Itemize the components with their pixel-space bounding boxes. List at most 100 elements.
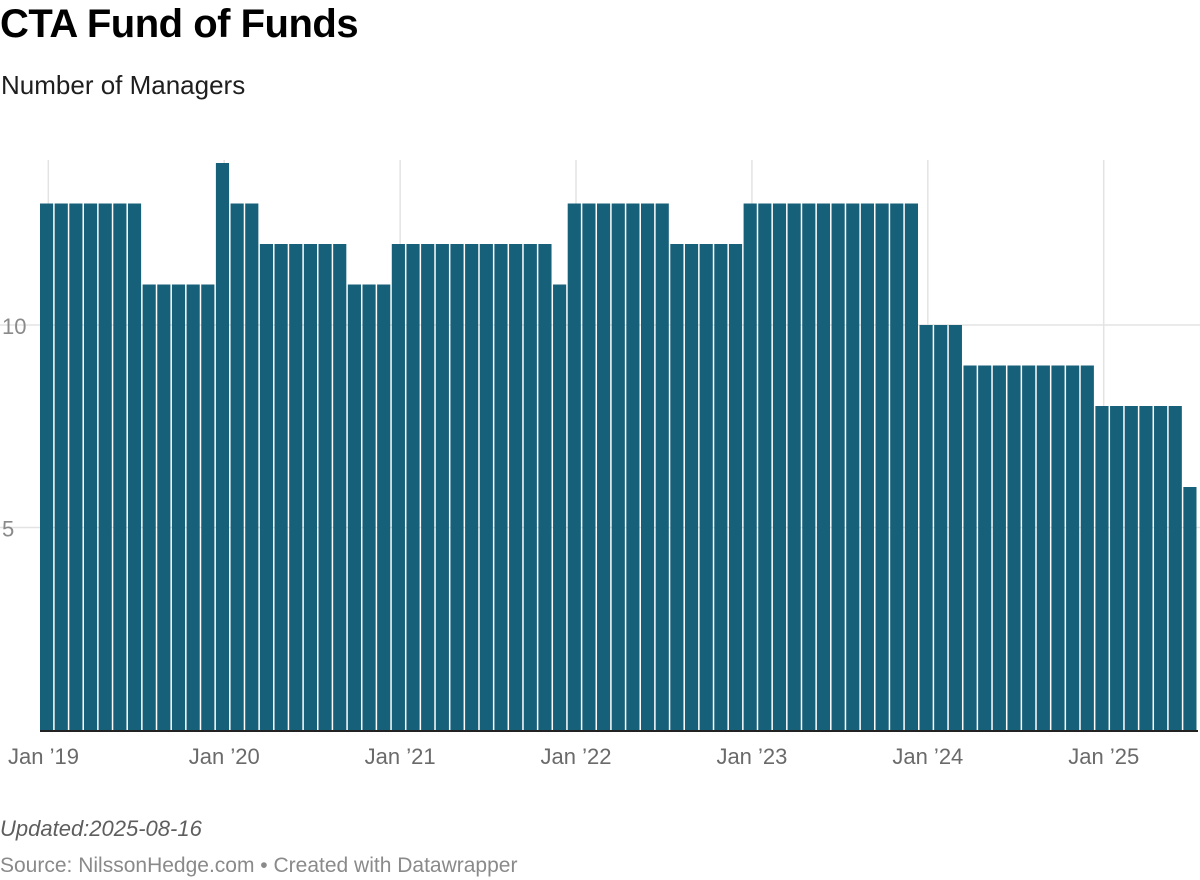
bar[interactable] [69, 203, 83, 731]
source-line: Source: NilssonHedge.com • Created with … [0, 854, 517, 878]
x-tick-label: Jan ’23 [716, 744, 787, 769]
bar[interactable] [333, 244, 347, 730]
bar[interactable] [670, 244, 684, 730]
bar[interactable] [406, 244, 420, 730]
bars [40, 163, 1197, 730]
bar[interactable] [377, 284, 391, 731]
credit-text: Created with Datawrapper [273, 854, 518, 877]
bar-chart: 510 Jan ’19 Jan ’20 Jan ’21 Jan ’22 Jan ’23 J… [0, 160, 1200, 769]
bar[interactable] [479, 244, 493, 730]
x-tick-label: Jan ’24 [892, 744, 963, 769]
bar[interactable] [684, 244, 699, 730]
bar[interactable] [714, 244, 728, 730]
source-prefix: Source: [0, 854, 79, 877]
bar[interactable] [465, 244, 479, 730]
bar[interactable] [1022, 365, 1036, 731]
bar[interactable] [992, 365, 1006, 731]
y-tick-label: 10 [2, 314, 26, 339]
bar[interactable] [567, 203, 581, 731]
bar[interactable] [655, 203, 669, 731]
bar[interactable] [860, 203, 875, 731]
bar[interactable] [875, 203, 889, 731]
bar[interactable] [245, 203, 259, 731]
bar[interactable] [201, 284, 215, 731]
x-tick-labels: Jan ’19 Jan ’20 Jan ’21 Jan ’22 Jan ’23 Jan ’… [8, 744, 1139, 769]
updated-note: Updated:2025-08-16 [0, 816, 202, 841]
bar[interactable] [347, 284, 361, 731]
bar[interactable] [421, 244, 435, 730]
bar[interactable] [978, 365, 992, 731]
bar[interactable] [919, 325, 933, 730]
bar[interactable] [787, 203, 801, 731]
bar[interactable] [890, 203, 904, 731]
bar[interactable] [362, 284, 376, 731]
bar[interactable] [127, 203, 142, 731]
source-separator: • [254, 854, 274, 877]
bar[interactable] [171, 284, 186, 731]
bar[interactable] [904, 203, 918, 731]
source-link[interactable]: NilssonHedge.com [78, 854, 255, 877]
x-tick-label: Jan ’22 [541, 744, 612, 769]
bar[interactable] [1095, 406, 1109, 730]
chart-title: CTA Fund of Funds [0, 2, 359, 46]
bar[interactable] [186, 284, 200, 731]
bar[interactable] [611, 203, 625, 731]
bar[interactable] [54, 203, 68, 731]
bar[interactable] [948, 325, 962, 730]
bar[interactable] [391, 244, 405, 730]
bar[interactable] [1168, 406, 1182, 730]
bar[interactable] [597, 203, 611, 731]
bar[interactable] [318, 244, 332, 730]
bar[interactable] [450, 244, 464, 730]
bar[interactable] [274, 244, 288, 730]
x-tick-label: Jan ’21 [365, 744, 436, 769]
bar[interactable] [1139, 406, 1153, 730]
bar[interactable] [728, 244, 743, 730]
bar[interactable] [553, 284, 567, 731]
bar[interactable] [1007, 365, 1021, 731]
bar[interactable] [1036, 365, 1050, 731]
bar[interactable] [1154, 406, 1168, 730]
bar[interactable] [435, 244, 449, 730]
bar[interactable] [831, 203, 845, 731]
bar[interactable] [1051, 365, 1065, 731]
x-tick-label: Jan ’25 [1068, 744, 1139, 769]
bar[interactable] [1066, 365, 1080, 731]
bar[interactable] [215, 163, 230, 730]
bar[interactable] [1124, 406, 1138, 730]
bar[interactable] [289, 244, 303, 730]
bar[interactable] [640, 203, 655, 731]
bar[interactable] [98, 203, 112, 731]
bar[interactable] [802, 203, 816, 731]
bar[interactable] [846, 203, 860, 731]
bar[interactable] [816, 203, 831, 731]
bar[interactable] [772, 203, 787, 731]
x-tick-label: Jan ’20 [189, 744, 260, 769]
bar[interactable] [509, 244, 523, 730]
bar[interactable] [1110, 406, 1124, 730]
bar[interactable] [699, 244, 713, 730]
bar[interactable] [1183, 487, 1197, 730]
x-tick-label: Jan ’19 [8, 744, 79, 769]
bar[interactable] [743, 203, 757, 731]
bar[interactable] [538, 244, 552, 730]
bar[interactable] [582, 203, 596, 731]
bar[interactable] [40, 203, 54, 731]
bar[interactable] [934, 325, 948, 730]
y-tick-labels: 5 10 [2, 314, 26, 542]
bar[interactable] [230, 203, 244, 731]
chart-subtitle: Number of Managers [1, 70, 246, 100]
bar[interactable] [259, 244, 274, 730]
bar[interactable] [626, 203, 640, 731]
bar[interactable] [142, 284, 156, 731]
bar[interactable] [157, 284, 171, 731]
y-tick-label: 5 [2, 517, 14, 542]
bar[interactable] [303, 244, 318, 730]
bar[interactable] [758, 203, 772, 731]
bar[interactable] [494, 244, 508, 730]
bar[interactable] [83, 203, 98, 731]
bar[interactable] [523, 244, 537, 730]
bar[interactable] [1080, 365, 1094, 731]
bar[interactable] [963, 365, 977, 731]
bar[interactable] [113, 203, 127, 731]
